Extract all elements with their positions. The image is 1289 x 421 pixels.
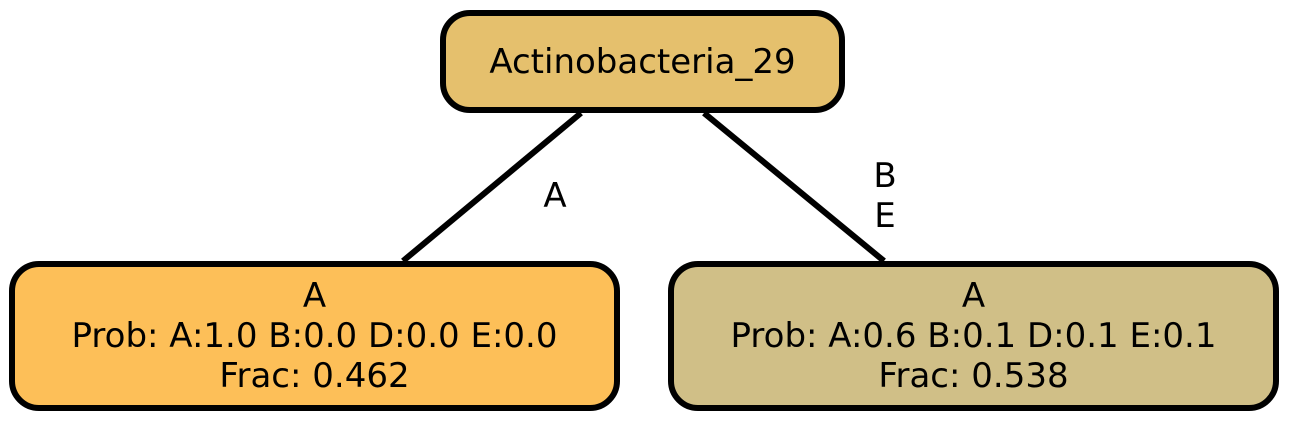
root-node-label: Actinobacteria_29 bbox=[489, 41, 796, 82]
edge-label-left-line: A bbox=[543, 176, 567, 216]
right-leaf-node[interactable]: A Prob: A:0.6 B:0.1 D:0.1 E:0.1 Frac: 0.… bbox=[668, 261, 1279, 411]
edge-label-right-line-1: B bbox=[873, 156, 897, 196]
right-leaf-prob: Prob: A:0.6 B:0.1 D:0.1 E:0.1 bbox=[730, 316, 1217, 356]
right-leaf-class: A bbox=[961, 276, 986, 316]
right-leaf-frac: Frac: 0.538 bbox=[878, 356, 1069, 396]
edge-label-left: A bbox=[525, 176, 585, 216]
left-leaf-frac: Frac: 0.462 bbox=[219, 356, 410, 396]
left-leaf-prob: Prob: A:1.0 B:0.0 D:0.0 E:0.0 bbox=[71, 316, 558, 356]
edge-label-right: B E bbox=[855, 156, 915, 236]
left-leaf-class: A bbox=[302, 276, 327, 316]
root-node[interactable]: Actinobacteria_29 bbox=[440, 10, 845, 113]
edge-root-left bbox=[401, 110, 583, 264]
edge-label-right-line-2: E bbox=[874, 196, 896, 236]
edge-root-right bbox=[702, 110, 886, 264]
left-leaf-node[interactable]: A Prob: A:1.0 B:0.0 D:0.0 E:0.0 Frac: 0.… bbox=[9, 261, 620, 411]
